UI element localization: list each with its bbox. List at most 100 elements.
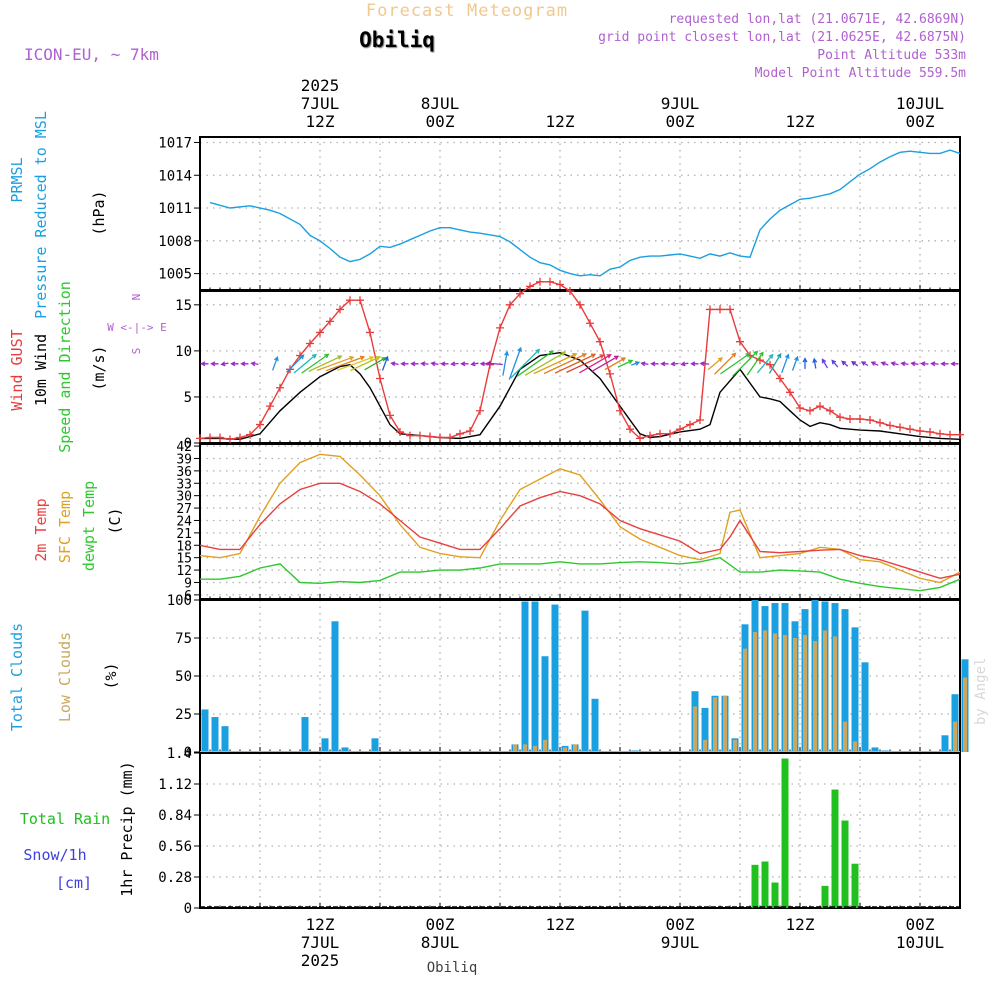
gust-marker bbox=[736, 337, 744, 346]
low-cloud-bar bbox=[753, 631, 757, 752]
total-cloud-bar bbox=[591, 698, 599, 752]
low-cloud-bar bbox=[803, 634, 807, 752]
time-label: 00Z bbox=[426, 112, 455, 131]
rain-bar bbox=[751, 864, 759, 908]
temp-2m-label: 2m Temp bbox=[32, 498, 50, 561]
gust-marker bbox=[606, 369, 614, 378]
rain-bar bbox=[831, 789, 839, 908]
wind-arrow bbox=[802, 357, 808, 369]
gust-marker bbox=[246, 430, 254, 439]
gust-marker bbox=[916, 427, 924, 436]
wind-arrow bbox=[485, 360, 503, 366]
precip-bars bbox=[200, 758, 960, 908]
low-cloud-bar bbox=[723, 695, 727, 752]
low-cloud-bar bbox=[513, 744, 517, 752]
gust-marker bbox=[696, 415, 704, 424]
wind-arrow bbox=[381, 355, 389, 371]
gust-marker bbox=[266, 402, 274, 411]
dewpt-line bbox=[200, 556, 961, 592]
location-title: Obiliq bbox=[359, 28, 435, 52]
wind-arrow bbox=[841, 360, 849, 367]
wind-label: 10m Wind bbox=[32, 334, 50, 406]
wind-arrow bbox=[543, 353, 588, 375]
y-tick-label: 5 bbox=[184, 390, 192, 406]
total-cloud-bar bbox=[941, 735, 949, 752]
wind-arrow bbox=[756, 353, 774, 374]
wind-arrow bbox=[301, 353, 330, 374]
wind-arrow bbox=[510, 348, 541, 379]
wind-arrow bbox=[630, 361, 641, 366]
info-line-0: requested lon,lat (21.0671E, 42.6869N) bbox=[669, 12, 966, 27]
gust-marker bbox=[436, 433, 444, 442]
gust-marker bbox=[206, 433, 214, 442]
total-cloud-bar bbox=[861, 662, 869, 752]
wind-series bbox=[196, 277, 964, 444]
y-tick-label: 18 bbox=[176, 539, 192, 554]
wind-arrow bbox=[860, 361, 869, 367]
wind-arrow bbox=[554, 353, 597, 374]
total-cloud-bar bbox=[841, 609, 849, 752]
wind-arrow bbox=[400, 361, 409, 367]
wind-arrow bbox=[508, 346, 522, 380]
gust-label: Wind GUST bbox=[8, 329, 26, 410]
y-tick-label: 24 bbox=[176, 514, 192, 529]
low-cloud-bar bbox=[733, 739, 737, 752]
gust-marker bbox=[386, 411, 394, 420]
total-cloud-bar bbox=[581, 610, 589, 752]
wind-arrow bbox=[524, 351, 567, 376]
wind-arrow bbox=[791, 355, 799, 371]
low-cloud-bar bbox=[773, 633, 777, 752]
wind-arrow bbox=[714, 352, 737, 375]
wind-arrow bbox=[591, 355, 620, 372]
total-cloud-bar bbox=[201, 709, 209, 752]
y-tick-label: 1014 bbox=[158, 168, 192, 184]
gust-marker bbox=[556, 280, 564, 289]
time-label: 10JUL bbox=[896, 933, 944, 952]
gust-marker bbox=[496, 323, 504, 332]
panel-frame bbox=[199, 290, 961, 444]
gust-marker bbox=[356, 296, 364, 305]
wind-arrow bbox=[308, 355, 343, 372]
gust-marker bbox=[306, 339, 314, 348]
pressure-series bbox=[209, 149, 961, 277]
low-cloud-bar bbox=[953, 721, 957, 752]
wind-arrow bbox=[286, 354, 305, 373]
gust-marker bbox=[506, 300, 514, 309]
y-tick-label: 25 bbox=[175, 707, 192, 723]
panels: 1005100810111014101705101569121518212427… bbox=[158, 135, 969, 917]
y-tick-label: 0.28 bbox=[158, 870, 192, 886]
gust-marker bbox=[376, 374, 384, 383]
wind-arrow bbox=[720, 352, 751, 375]
pressure-unit: (hPa) bbox=[90, 190, 108, 235]
total-cloud-bar bbox=[371, 738, 379, 752]
time-label: 9JUL bbox=[661, 94, 700, 113]
gust-marker bbox=[576, 300, 584, 309]
y-tick-label: 100 bbox=[167, 593, 192, 609]
wind-arrow bbox=[390, 361, 399, 367]
low-cloud-bar bbox=[563, 747, 567, 752]
y-tick-label: 39 bbox=[176, 452, 192, 467]
credit-label: by Angel bbox=[973, 658, 989, 725]
gust-marker bbox=[546, 277, 554, 286]
gust-marker bbox=[886, 421, 894, 430]
compass-we: W <-|-> E bbox=[107, 321, 167, 334]
y-tick-label: 75 bbox=[175, 631, 192, 647]
low-cloud-bar bbox=[703, 739, 707, 752]
gust-marker bbox=[936, 429, 944, 438]
wind-arrow bbox=[870, 361, 879, 366]
low-cloud-bar bbox=[693, 706, 697, 752]
wind-arrow bbox=[670, 361, 679, 367]
total-cloud-bar bbox=[521, 601, 529, 752]
gust-marker bbox=[646, 431, 654, 440]
pressure-full-label: Pressure Reduced to MSL bbox=[32, 111, 50, 319]
wind-arrow bbox=[910, 361, 919, 367]
gust-marker bbox=[726, 305, 734, 314]
gust-marker bbox=[676, 425, 684, 434]
time-label: 00Z bbox=[666, 112, 695, 131]
gust-marker bbox=[516, 289, 524, 298]
y-tick-label: 21 bbox=[176, 527, 192, 542]
rain-legend: Total Rain bbox=[20, 810, 110, 828]
total-cloud-bar bbox=[531, 601, 539, 752]
